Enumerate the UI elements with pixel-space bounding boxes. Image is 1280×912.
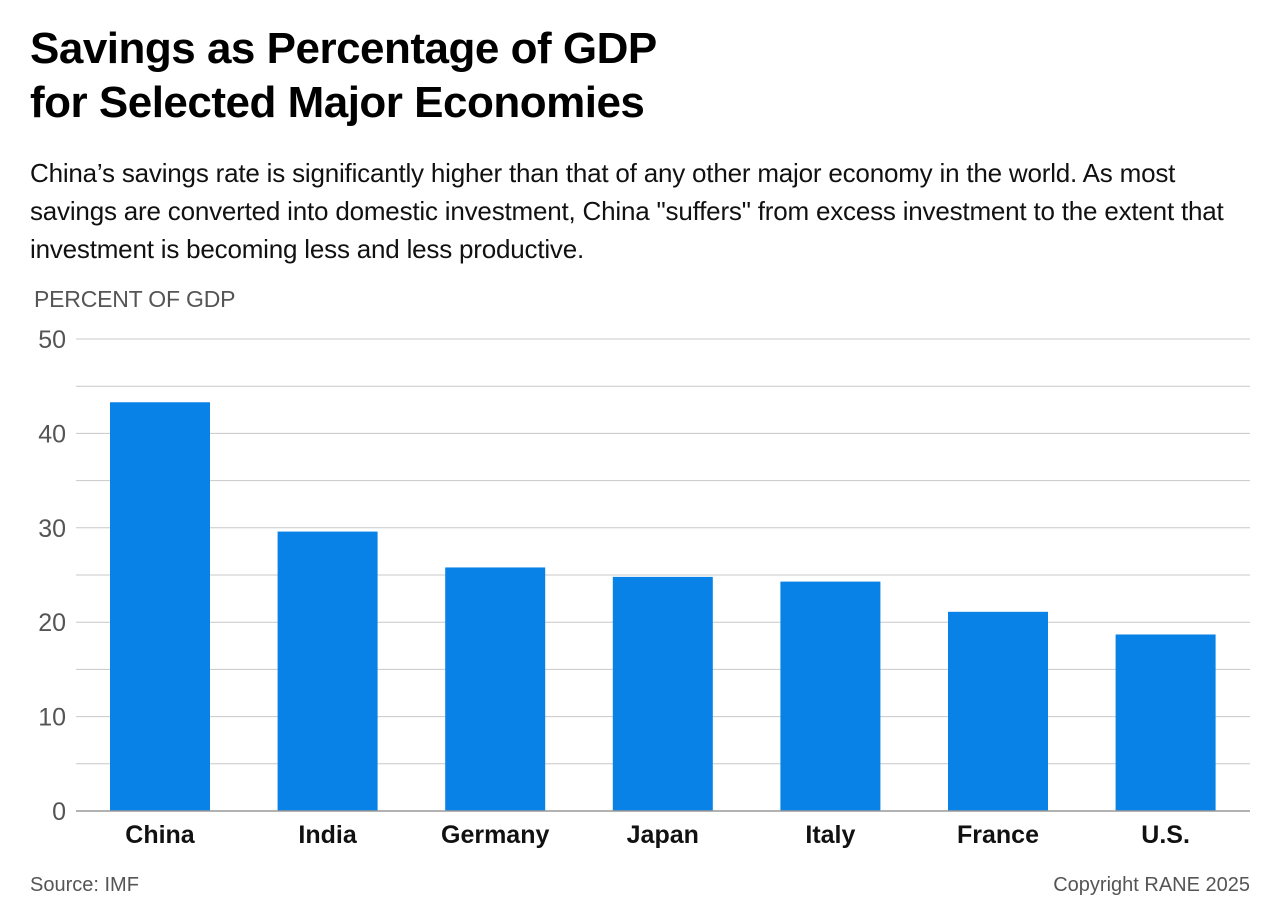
bar-germany (445, 567, 546, 811)
x-tick-label: India (298, 821, 357, 849)
y-tick-label: 30 (38, 515, 66, 543)
bars (110, 402, 1216, 811)
x-tick-label: Italy (805, 821, 855, 849)
y-tick-label: 0 (52, 798, 66, 826)
y-tick-label: 40 (38, 420, 66, 448)
y-axis-label: PERCENT OF GDP (34, 286, 236, 312)
chart-title: Savings as Percentage of GDP for Selecte… (30, 22, 1230, 130)
y-tick-label: 10 (38, 704, 66, 732)
bar-china (110, 402, 210, 811)
chart-subtitle: China’s savings rate is significantly hi… (30, 158, 1224, 264)
bar-u-s (1115, 634, 1216, 811)
x-tick-label: Japan (627, 821, 699, 849)
x-axis-ticks: China India Germany Japan Italy France U.S. (125, 821, 1190, 849)
chart-title-line-1: Savings as Percentage of GDP (30, 24, 657, 73)
chart-title-line-2: for Selected Major Economies (30, 78, 645, 127)
y-axis-ticks: 0 10 20 30 40 50 (38, 326, 66, 826)
bar-italy (780, 581, 881, 811)
source-note: Source: IMF (30, 874, 139, 896)
x-tick-label: Germany (441, 821, 549, 849)
bar-india (277, 531, 378, 811)
y-tick-label: 50 (38, 326, 66, 354)
x-tick-label: France (957, 821, 1039, 849)
bar-japan (612, 576, 713, 811)
x-tick-label: U.S. (1141, 821, 1190, 849)
y-tick-label: 20 (38, 609, 66, 637)
copyright-note: Copyright RANE 2025 (1053, 874, 1250, 896)
x-tick-label: China (125, 821, 196, 849)
bar-france (948, 611, 1048, 811)
